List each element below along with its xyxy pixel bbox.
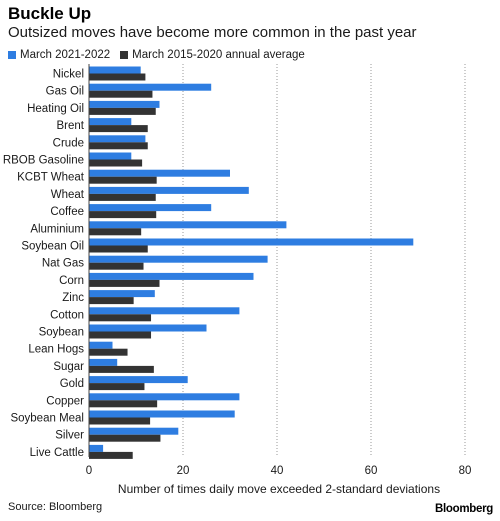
bar-current [89,444,104,452]
category-label: Silver [55,430,84,442]
bar-average [89,90,153,98]
legend-item-average: March 2015-2020 annual average [120,49,305,61]
category-label: Nat Gas [42,258,84,270]
category-label: Coffee [50,206,84,218]
category-label: Brent [57,120,85,132]
bar-current [89,66,141,74]
source-note: Source: Bloomberg [8,501,103,513]
category-label: Gas Oil [46,86,84,98]
bar-current [89,290,155,298]
bar-average [89,245,148,253]
bar-current [89,186,249,194]
chart-title: Buckle Up [8,4,92,23]
x-tick-label: 20 [177,465,190,477]
x-tick-label: 0 [86,465,92,477]
bar-average [89,262,144,270]
bar-average [89,297,134,305]
bar-current [89,221,287,229]
category-label: Aluminium [30,223,84,235]
x-tick-label: 40 [271,465,284,477]
category-label: Copper [46,395,84,407]
bar-current [89,376,188,384]
category-label: Crude [53,137,84,149]
bar-current [89,358,118,366]
bar-average [89,400,158,408]
bar-current [89,152,132,160]
bar-average [89,228,142,236]
bar-current [89,427,179,435]
bar-average [89,125,148,133]
legend: March 2021-2022 March 2015-2020 annual a… [8,49,305,61]
bar-current [89,255,268,263]
bar-average [89,348,128,356]
category-label: Zinc [62,292,84,304]
x-tick-label: 60 [365,465,378,477]
category-label: Sugar [53,361,84,373]
category-label: Soybean [39,327,84,339]
chart-subtitle: Outsized moves have become more common i… [8,24,417,41]
category-label: Soybean Oil [21,241,84,253]
bar-current [89,324,207,332]
category-label: Nickel [53,69,84,81]
bar-average [89,142,148,150]
bar-current [89,238,414,246]
category-label: Cotton [50,309,84,321]
bar-average [89,176,157,184]
bar-current [89,307,240,315]
category-label: KCBT Wheat [17,172,85,184]
bar-current [89,410,235,418]
bar-average [89,279,160,287]
category-label: Live Cattle [30,447,84,459]
bar-current [89,341,113,349]
bar-average [89,365,154,373]
bar-current [89,272,254,280]
legend-swatch-average [120,51,129,59]
bar-average [89,107,156,115]
legend-label-average: March 2015-2020 annual average [132,49,305,61]
bar-average [89,434,161,442]
bar-average [89,331,152,339]
bar-current [89,118,132,126]
category-label: RBOB Gasoline [3,155,84,167]
bar-current [89,100,160,108]
bar-average [89,159,143,167]
bar-average [89,451,133,459]
bar-average [89,73,146,81]
category-label: Wheat [51,189,85,201]
legend-swatch-current [8,51,16,59]
bar-average [89,193,156,201]
bar-current [89,83,212,91]
legend-label-current: March 2021-2022 [20,49,111,61]
bar-average [89,211,157,219]
category-label: Gold [60,378,84,390]
category-label: Heating Oil [27,103,84,115]
legend-item-current: March 2021-2022 [8,49,110,61]
category-label: Soybean Meal [10,413,84,425]
bar-average [89,383,145,391]
bar-current [89,204,212,212]
x-tick-label: 80 [459,465,472,477]
bar-current [89,135,146,143]
bloomberg-logo: Bloomberg [435,503,493,515]
bar-current [89,393,240,401]
bar-current [89,169,230,177]
bar-average [89,417,151,425]
category-label: Lean Hogs [28,344,84,356]
bar-average [89,314,152,322]
category-label: Corn [59,275,84,287]
x-axis-label: Number of times daily move exceeded 2-st… [118,482,440,496]
